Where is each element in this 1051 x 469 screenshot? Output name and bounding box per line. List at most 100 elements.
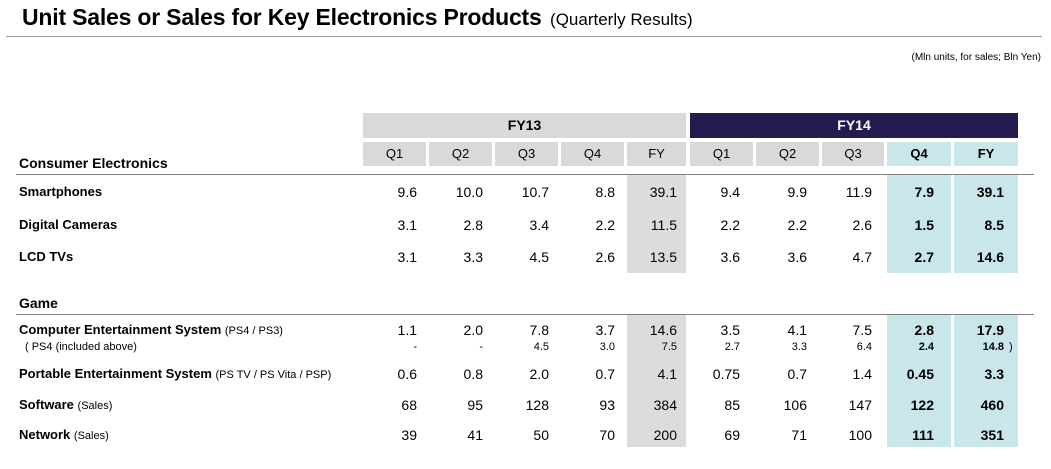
cell-network-fy14-fy: 351 xyxy=(980,427,1004,443)
cell-ces-fy14-q2: 4.1 xyxy=(787,322,807,338)
cell-tvs-fy14-q2: 3.6 xyxy=(787,249,807,265)
fy13-total-column-shade-2 xyxy=(627,315,686,447)
cell-smartphones-fy13-q3: 10.7 xyxy=(521,184,549,200)
cell-pes-fy13-q4: 0.7 xyxy=(595,366,615,382)
cell-ces-fy14-q3: 7.5 xyxy=(852,322,872,338)
cell-tvs-fy13-q4: 2.6 xyxy=(595,249,615,265)
column-header-fy13-q2: Q2 xyxy=(429,142,492,166)
section-consumer-electronics: Consumer Electronics xyxy=(19,155,168,171)
cell-smartphones-fy14-q1: 9.4 xyxy=(720,184,740,200)
cell-pes-fy14-q3: 1.4 xyxy=(852,366,872,382)
cell-smartphones-fy14-fy: 39.1 xyxy=(976,184,1004,200)
cell-tvs-fy13-q1: 3.1 xyxy=(397,249,417,265)
cell-network-fy14-q4: 111 xyxy=(912,427,934,443)
cell-cameras-fy13-q1: 3.1 xyxy=(397,217,417,233)
cell-ps4-fy14-q1: 2.7 xyxy=(724,341,740,353)
cell-ps4-fy13-q2: - xyxy=(479,341,483,353)
cell-smartphones-fy13-fy: 39.1 xyxy=(649,184,677,200)
cell-software-fy14-q4: 122 xyxy=(910,397,934,413)
cell-pes-fy14-q2: 0.7 xyxy=(787,366,807,382)
cell-software-fy13-q2: 95 xyxy=(467,397,483,413)
title-divider xyxy=(6,36,1042,37)
cell-cameras-fy13-q4: 2.2 xyxy=(595,217,615,233)
row-label-portable-entertainment-system: Portable Entertainment System (PS TV / P… xyxy=(19,366,332,381)
cell-ps4-fy13-q3: 4.5 xyxy=(533,341,549,353)
cell-pes-fy13-q1: 0.6 xyxy=(397,366,417,382)
column-header-fy13-fy: FY xyxy=(627,142,686,166)
cell-ces-fy14-q1: 3.5 xyxy=(720,322,740,338)
row-label-smartphones: Smartphones xyxy=(19,184,103,199)
cell-pes-fy14-fy: 3.3 xyxy=(984,366,1004,382)
cell-smartphones-fy13-q1: 9.6 xyxy=(397,184,417,200)
cell-cameras-fy14-q4: 1.5 xyxy=(914,217,934,233)
cell-software-fy14-q2: 106 xyxy=(783,397,807,413)
cell-ces-fy13-q2: 2.0 xyxy=(463,322,483,338)
cell-ps4-fy14-fy: 14.8 xyxy=(982,341,1004,353)
title-main: Unit Sales or Sales for Key Electronics … xyxy=(22,4,542,30)
cell-software-fy13-q3: 128 xyxy=(525,397,549,413)
cell-pes-fy13-q3: 2.0 xyxy=(529,366,549,382)
title-sub: (Quarterly Results) xyxy=(550,10,693,29)
cell-tvs-fy14-q4: 2.7 xyxy=(914,249,934,265)
section-divider-consumer xyxy=(16,174,1034,175)
column-header-fy14-fy: FY xyxy=(954,142,1018,166)
cell-ps4-fy13-fy: 7.5 xyxy=(661,341,677,353)
cell-smartphones-fy14-q2: 9.9 xyxy=(787,184,807,200)
cell-ps4-fy14-q3: 6.4 xyxy=(856,341,872,353)
fy13-total-column-shade-1 xyxy=(627,175,686,273)
cell-software-fy14-q3: 147 xyxy=(848,397,872,413)
cell-network-fy13-q1: 39 xyxy=(401,427,417,443)
cell-tvs-fy14-q1: 3.6 xyxy=(720,249,740,265)
fy14-fy-column-shade-1 xyxy=(954,175,1018,273)
period-header-fy13: FY13 xyxy=(363,113,686,138)
fy14-fy-column-shade-2 xyxy=(954,315,1018,447)
cell-ces-fy14-q4: 2.8 xyxy=(914,322,934,338)
cell-tvs-fy14-fy: 14.6 xyxy=(976,249,1004,265)
cell-software-fy13-q1: 68 xyxy=(401,397,417,413)
column-header-fy14-q4: Q4 xyxy=(887,142,951,166)
cell-pes-fy14-q4: 0.45 xyxy=(906,366,934,382)
cell-ces-fy13-q4: 3.7 xyxy=(595,322,615,338)
column-header-fy14-q2: Q2 xyxy=(756,142,819,166)
cell-smartphones-fy14-q3: 11.9 xyxy=(845,184,872,200)
cell-cameras-fy13-q3: 3.4 xyxy=(529,217,549,233)
cell-software-fy13-fy: 384 xyxy=(653,397,677,413)
column-header-fy13-q4: Q4 xyxy=(561,142,624,166)
cell-cameras-fy13-q2: 2.8 xyxy=(463,217,483,233)
cell-network-fy13-q3: 50 xyxy=(533,427,549,443)
cell-cameras-fy14-q3: 2.6 xyxy=(852,217,872,233)
row-label-software: Software (Sales) xyxy=(19,397,113,412)
cell-ps4-fy14-q4: 2.4 xyxy=(918,341,934,353)
cell-network-fy13-q2: 41 xyxy=(467,427,483,443)
page-title: Unit Sales or Sales for Key Electronics … xyxy=(22,4,693,31)
cell-pes-fy13-q2: 0.8 xyxy=(463,366,483,382)
section-game: Game xyxy=(19,295,58,311)
cell-network-fy13-q4: 70 xyxy=(599,427,615,443)
cell-cameras-fy14-q2: 2.2 xyxy=(787,217,807,233)
cell-smartphones-fy13-q4: 8.8 xyxy=(595,184,615,200)
cell-network-fy13-fy: 200 xyxy=(653,427,677,443)
cell-software-fy14-fy: 460 xyxy=(980,397,1004,413)
cell-pes-fy13-fy: 4.1 xyxy=(657,366,677,382)
cell-smartphones-fy14-q4: 7.9 xyxy=(914,184,934,200)
fy14-q4-column-shade-2 xyxy=(887,315,951,447)
row-label-lcd-tvs: LCD TVs xyxy=(19,249,74,264)
column-header-fy13-q1: Q1 xyxy=(363,142,426,166)
cell-ces-fy13-q1: 1.1 xyxy=(397,322,417,338)
cell-cameras-fy14-q1: 2.2 xyxy=(720,217,740,233)
row-label-digital-cameras: Digital Cameras xyxy=(19,217,118,232)
cell-software-fy14-q1: 85 xyxy=(724,397,740,413)
ps4-closing-paren: ) xyxy=(1009,341,1013,353)
cell-ces-fy14-fy: 17.9 xyxy=(976,322,1004,338)
cell-cameras-fy14-fy: 8.5 xyxy=(984,217,1004,233)
cell-ps4-fy13-q4: 3.0 xyxy=(599,341,615,353)
cell-tvs-fy14-q3: 4.7 xyxy=(852,249,872,265)
cell-software-fy13-q4: 93 xyxy=(599,397,615,413)
cell-tvs-fy13-q3: 4.5 xyxy=(529,249,549,265)
section-divider-game xyxy=(16,314,1034,315)
cell-pes-fy14-q1: 0.75 xyxy=(712,366,740,382)
cell-smartphones-fy13-q2: 10.0 xyxy=(455,184,483,200)
cell-tvs-fy13-fy: 13.5 xyxy=(649,249,677,265)
row-label-network: Network (Sales) xyxy=(19,427,109,442)
cell-ps4-fy13-q1: - xyxy=(413,341,417,353)
